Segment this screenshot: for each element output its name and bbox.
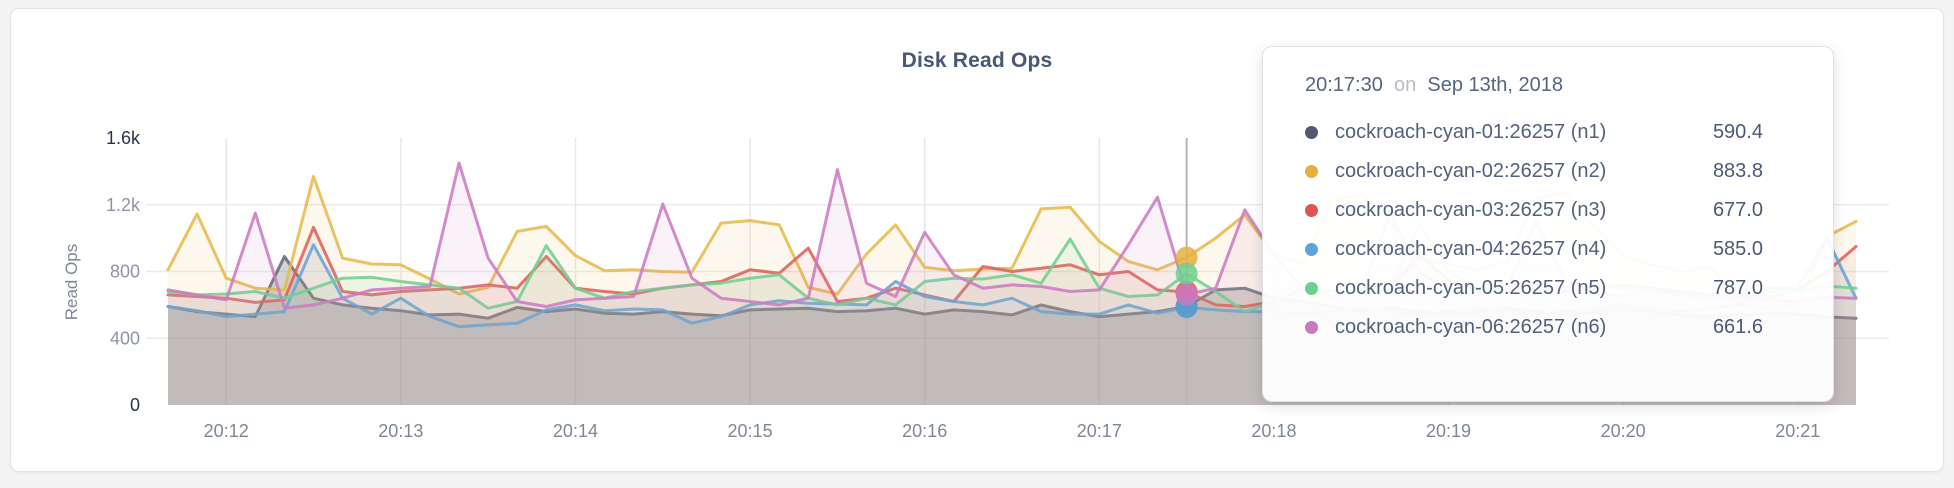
tooltip-series-value: 661.6: [1712, 316, 1763, 338]
tooltip-date: Sep 13th, 2018: [1427, 74, 1564, 96]
series-color-dot-n1: [1305, 126, 1318, 139]
x-tick-label-20:16: 20:16: [902, 421, 947, 441]
tooltip-row-6: cockroach-cyan-06:26257 (n6) 661.6: [1305, 308, 1763, 347]
tooltip-space: [1416, 74, 1422, 96]
y-tick-label-400: 400: [110, 328, 140, 348]
hover-dots: [1175, 246, 1198, 319]
series-color-dot-n5: [1305, 282, 1318, 295]
y-tick-label-1.6k: 1.6k: [106, 128, 141, 148]
tooltip-series-label: cockroach-cyan-06:26257 (n6): [1335, 316, 1607, 338]
tooltip-series-value: 883.8: [1712, 160, 1763, 182]
chart-tooltip: 20:17:30 on Sep 13th, 2018 cockroach-cya…: [1262, 46, 1834, 402]
x-tick-label-20:18: 20:18: [1251, 421, 1296, 441]
tooltip-series-value: 787.0: [1712, 277, 1763, 299]
tooltip-rows: cockroach-cyan-01:26257 (n1) 590.4 cockroa…: [1305, 113, 1763, 347]
tooltip-row-2: cockroach-cyan-02:26257 (n2) 883.8: [1305, 152, 1763, 191]
x-tick-label-20:17: 20:17: [1077, 421, 1122, 441]
y-tick-label-1.2k: 1.2k: [106, 195, 141, 215]
chart-title: Disk Read Ops: [901, 49, 1053, 72]
tooltip-series-label: cockroach-cyan-02:26257 (n2): [1335, 160, 1607, 182]
y-tick-label-800: 800: [110, 262, 140, 282]
x-tick-label-20:12: 20:12: [204, 421, 249, 441]
x-tick-label-20:15: 20:15: [728, 421, 773, 441]
series-color-dot-n4: [1305, 243, 1318, 256]
tooltip-series-value: 677.0: [1712, 199, 1763, 221]
hover-dot-n2: [1175, 246, 1198, 269]
tooltip-row-5: cockroach-cyan-05:26257 (n5) 787.0: [1305, 269, 1763, 308]
y-tick-label-0: 0: [130, 395, 140, 415]
x-tick-label-20:13: 20:13: [378, 421, 423, 441]
tooltip-on-text: on: [1393, 74, 1417, 96]
tooltip-title: 20:17:30 on Sep 13th, 2018: [1305, 71, 1763, 99]
x-tick-label-20:20: 20:20: [1601, 421, 1646, 441]
tooltip-row-4: cockroach-cyan-04:26257 (n4) 585.0: [1305, 230, 1763, 269]
tooltip-series-label: cockroach-cyan-05:26257 (n5): [1335, 277, 1607, 299]
tooltip-series-label: cockroach-cyan-04:26257 (n4): [1335, 238, 1607, 260]
tooltip-series-value: 590.4: [1712, 121, 1763, 143]
hover-dot-n5: [1175, 262, 1198, 285]
series-color-dot-n6: [1305, 321, 1318, 334]
x-tick-label-20:19: 20:19: [1426, 421, 1471, 441]
tooltip-row-1: cockroach-cyan-01:26257 (n1) 590.4: [1305, 113, 1763, 152]
tooltip-row-3: cockroach-cyan-03:26257 (n3) 677.0: [1305, 191, 1763, 230]
tooltip-series-label: cockroach-cyan-03:26257 (n3): [1335, 199, 1607, 221]
series-color-dot-n2: [1305, 165, 1318, 178]
x-tick-label-20:21: 20:21: [1775, 421, 1820, 441]
series-color-dot-n3: [1305, 204, 1318, 217]
tooltip-time: 20:17:30: [1305, 74, 1383, 96]
axis-labels: 1.6k 1.2k 800 400 0 20:12 20:13 20:14 20:15 20:16…: [106, 128, 1820, 441]
x-tick-label-20:14: 20:14: [553, 421, 598, 441]
tooltip-series-value: 585.0: [1712, 238, 1763, 260]
hover-dot-n6: [1175, 283, 1198, 306]
tooltip-series-label: cockroach-cyan-01:26257 (n1): [1335, 121, 1607, 143]
